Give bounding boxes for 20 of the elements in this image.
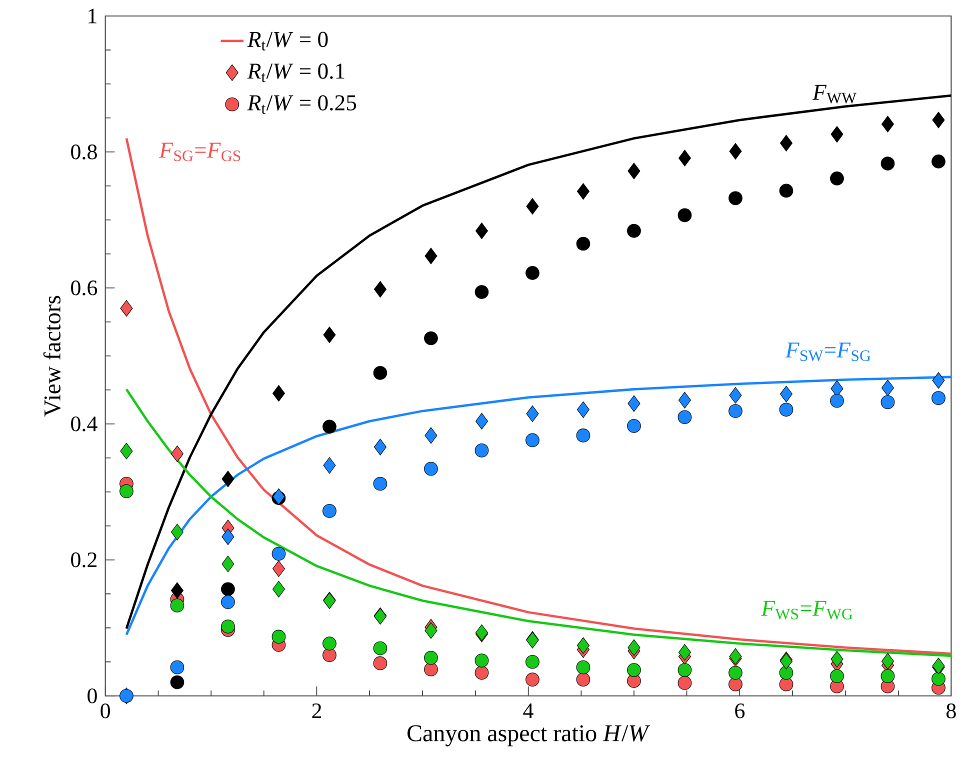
y-tick-label: 0.6: [71, 280, 98, 296]
legend-label: R$_{t}$/W = 0: [247, 32, 328, 51]
legend-label: R$_{t}$/W = 0.25: [247, 95, 356, 114]
x-tick-label: 8: [946, 704, 956, 718]
annotation: F$_{WW}$: [812, 84, 857, 104]
x-tick-label: 2: [312, 704, 322, 718]
y-tick-label: 1: [88, 8, 96, 24]
y-tick-label: 0.2: [71, 552, 97, 568]
y-axis-title: View factors: [43, 296, 61, 417]
x-tick-label: 4: [523, 704, 534, 718]
x-tick-label: 6: [735, 704, 745, 718]
annotation: F$_{SG}$=F$_{GS}$: [158, 142, 240, 162]
x-axis-title: Canyon aspect ratio H/W: [408, 725, 650, 746]
y-tick-label: 0: [88, 688, 97, 704]
y-tick-label: 0.4: [71, 416, 98, 432]
annotation: F$_{WS}$=F$_{WG}$: [761, 600, 852, 620]
legend-label: R$_{t}$/W = 0.1: [247, 64, 344, 82]
y-tick-label: 0.8: [71, 144, 97, 160]
x-tick-label: 0: [100, 704, 110, 718]
annotation: F$_{SW}$=F$_{SG}$: [785, 342, 870, 362]
